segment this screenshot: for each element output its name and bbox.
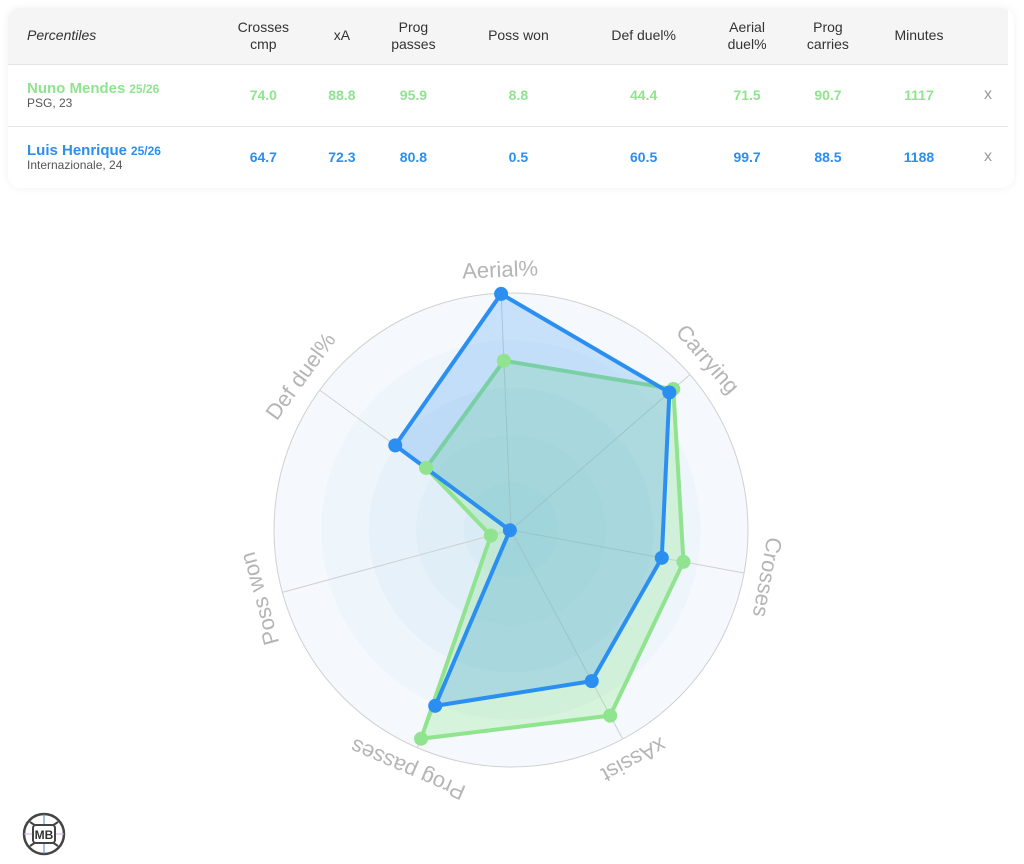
radar-point[interactable] <box>414 731 429 746</box>
stat-value: 0.5 <box>508 149 529 166</box>
radar-series-0 <box>419 358 686 741</box>
stat-value: 44.4 <box>630 87 658 103</box>
radar-series-1 <box>393 291 672 708</box>
season-label: 25/26 <box>129 82 160 96</box>
header-poss-won[interactable]: Poss won <box>488 27 549 44</box>
player-name[interactable]: Nuno Mendes <box>27 80 126 97</box>
header-aerial-duel[interactable]: Aerial duel% <box>727 18 767 52</box>
stat-value: 71.5 <box>733 87 761 103</box>
player-team-age: Internazionale, 24 <box>27 158 123 173</box>
radar-point[interactable] <box>496 353 511 368</box>
radar-point[interactable] <box>676 554 691 569</box>
radar-point[interactable] <box>662 385 677 400</box>
table-header-row: Percentiles Crosses cmp xA Prog passes Pos… <box>8 8 1008 64</box>
radar-point[interactable] <box>494 286 509 301</box>
header-prog-carries[interactable]: Prog carries <box>806 18 849 52</box>
stat-value: 88.8 <box>328 87 356 103</box>
radar-point[interactable] <box>654 550 669 565</box>
player-cell: Luis Henrique 25/26 Internazionale, 24 <box>8 126 212 188</box>
player-name[interactable]: Luis Henrique <box>27 142 128 160</box>
player-team-age: PSG, 23 <box>27 96 73 110</box>
remove-player-button[interactable]: x <box>984 86 992 103</box>
radar-point[interactable] <box>502 523 517 538</box>
radar-point[interactable] <box>428 698 443 713</box>
stat-value: 95.9 <box>399 87 428 103</box>
stat-value: 72.3 <box>328 149 356 166</box>
header-minutes[interactable]: Minutes <box>894 27 944 44</box>
stat-value: 74.0 <box>249 87 277 103</box>
stat-value: 64.7 <box>249 149 277 166</box>
stat-value: 60.5 <box>630 149 658 166</box>
table-row: Nuno Mendes 25/26 PSG, 23 74.0 88.8 95.9 8.8 4… <box>8 64 1008 126</box>
stat-value: 80.8 <box>399 149 428 166</box>
radar-point[interactable] <box>483 528 498 543</box>
comparison-table-card: Percentiles Crosses cmp xA Prog passes Pos… <box>8 8 1014 188</box>
header-xa[interactable]: xA <box>333 27 351 44</box>
remove-player-button[interactable]: x <box>984 148 992 166</box>
header-crosses[interactable]: Crosses cmp <box>237 18 289 52</box>
season-label: 25/26 <box>130 144 161 159</box>
header-remove <box>968 8 1008 64</box>
stat-value: 1188 <box>903 149 935 166</box>
header-prog-passes[interactable]: Prog passes <box>391 18 436 52</box>
svg-text:MB: MB <box>35 828 54 842</box>
axis-label: Crosses <box>748 535 787 619</box>
radar-point[interactable] <box>388 438 403 453</box>
radar-point[interactable] <box>419 460 434 475</box>
stat-value: 99.7 <box>733 149 761 166</box>
stat-value: 1117 <box>904 87 934 103</box>
table-row: Luis Henrique 25/26 Internazionale, 24 64.… <box>8 126 1008 188</box>
stat-value: 88.5 <box>814 149 842 166</box>
radar-point[interactable] <box>584 674 599 689</box>
header-def-duel[interactable]: Def duel% <box>611 27 676 44</box>
header-percentiles: Percentiles <box>27 27 97 44</box>
stat-value: 90.7 <box>814 87 842 103</box>
radar-point[interactable] <box>603 708 618 723</box>
mb-logo-icon: MB <box>22 812 66 856</box>
comparison-table: Percentiles Crosses cmp xA Prog passes Pos… <box>8 8 1008 188</box>
stat-value: 8.8 <box>508 87 529 103</box>
axis-label: Aerial% <box>462 255 539 283</box>
player-cell: Nuno Mendes 25/26 PSG, 23 <box>8 64 212 126</box>
